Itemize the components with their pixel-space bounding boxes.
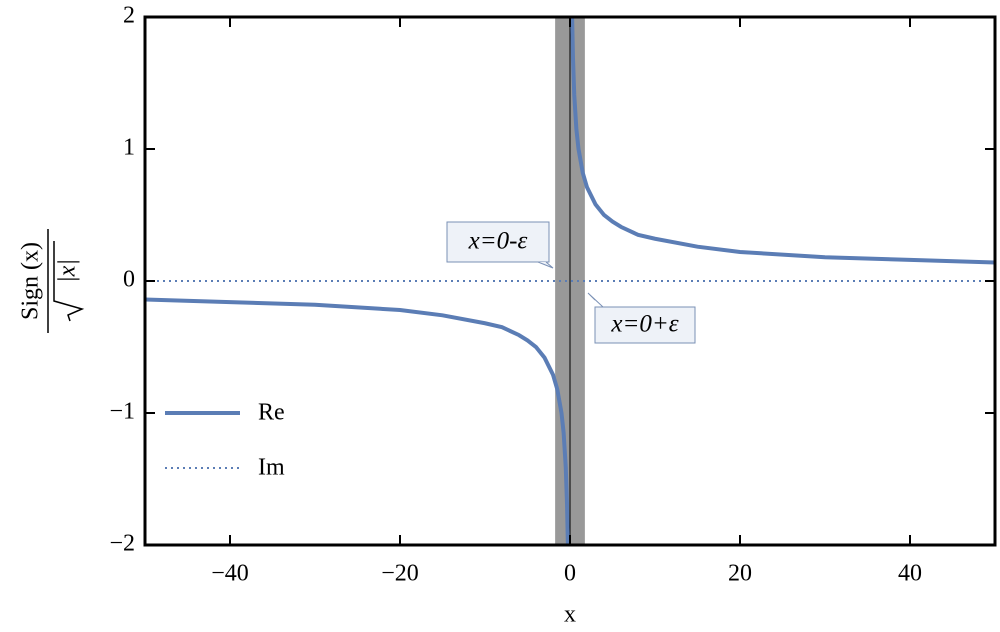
- y-tick-label: 0: [123, 267, 135, 293]
- x-axis-label: x: [564, 602, 576, 628]
- callout-box: [446, 221, 550, 263]
- radical: [53, 241, 85, 322]
- x-tick-label: −40: [211, 561, 249, 587]
- y-tick-label: 1: [123, 135, 135, 161]
- x-tick-label: −20: [381, 561, 419, 587]
- y-axis-label: Sign (x) |x|: [18, 229, 85, 333]
- series-line: [145, 17, 995, 545]
- y-tick-label: −1: [109, 399, 135, 425]
- annotation: x=0-ε: [468, 228, 528, 255]
- annotation: x=0+ε: [610, 311, 678, 338]
- callout-pointer: [537, 261, 554, 269]
- y-label-denominator: |x|: [55, 259, 81, 283]
- x-tick-label: 40: [898, 561, 922, 587]
- plot-area: [145, 17, 995, 545]
- y-label-numerator: Sign (x): [18, 242, 44, 320]
- legend-label: Im: [258, 455, 285, 481]
- x-tick-label: 0: [564, 561, 576, 587]
- x-tick-label: 20: [728, 561, 752, 587]
- y-tick-label: 2: [123, 3, 135, 29]
- y-tick-label: −2: [109, 531, 135, 557]
- callout-box: [594, 306, 696, 344]
- callout-pointer: [587, 292, 604, 308]
- legend-label: Re: [258, 400, 285, 426]
